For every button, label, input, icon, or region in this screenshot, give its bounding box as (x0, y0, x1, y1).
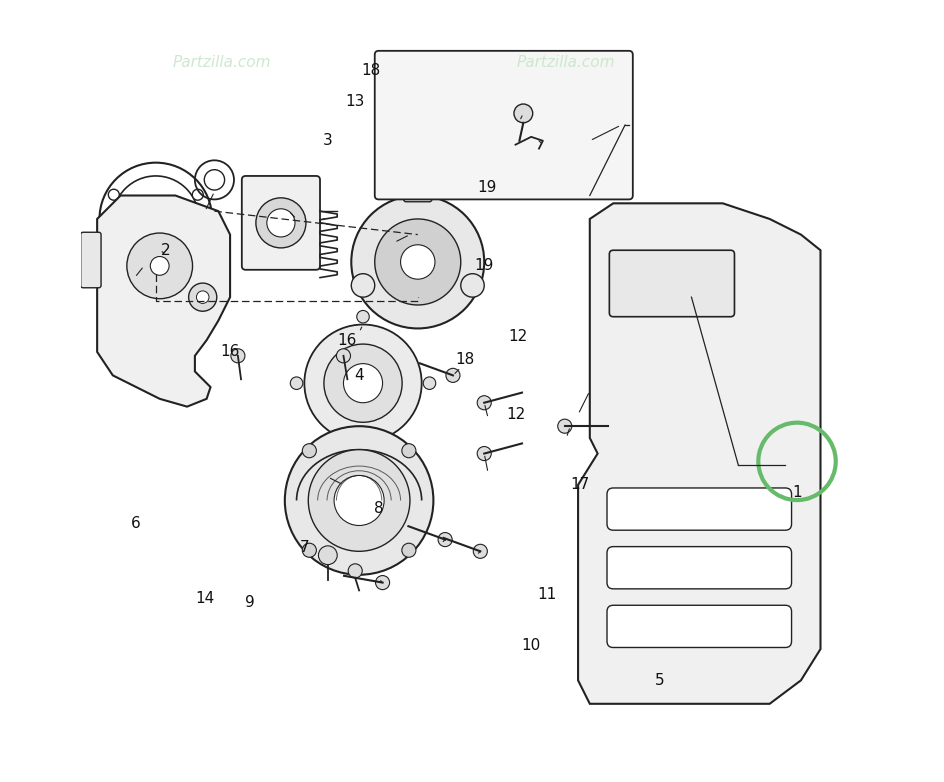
FancyBboxPatch shape (242, 176, 320, 270)
Circle shape (438, 533, 451, 547)
Circle shape (304, 325, 421, 442)
Circle shape (375, 219, 461, 305)
Circle shape (126, 233, 193, 299)
Circle shape (266, 209, 295, 237)
Circle shape (302, 443, 316, 457)
Circle shape (351, 274, 375, 297)
FancyBboxPatch shape (606, 547, 791, 589)
Text: 13: 13 (346, 94, 364, 109)
Circle shape (150, 262, 161, 273)
Circle shape (336, 349, 350, 363)
Text: 17: 17 (570, 477, 589, 493)
Text: 16: 16 (220, 344, 240, 360)
Text: 1: 1 (791, 485, 801, 500)
Circle shape (308, 450, 410, 551)
Circle shape (400, 245, 434, 279)
Circle shape (318, 546, 337, 565)
FancyBboxPatch shape (606, 605, 791, 647)
Text: 11: 11 (536, 586, 556, 602)
Circle shape (347, 564, 362, 578)
Text: 5: 5 (655, 673, 665, 688)
Circle shape (109, 189, 119, 200)
Circle shape (351, 196, 483, 328)
Text: 9: 9 (244, 594, 254, 610)
Circle shape (357, 443, 369, 456)
Text: 19: 19 (477, 180, 496, 196)
Circle shape (423, 377, 435, 389)
Text: 7: 7 (299, 540, 309, 555)
Circle shape (324, 344, 402, 422)
FancyBboxPatch shape (609, 250, 733, 317)
Text: 12: 12 (505, 407, 525, 422)
Circle shape (302, 543, 316, 558)
Text: 4: 4 (354, 368, 363, 383)
Polygon shape (578, 203, 819, 704)
Circle shape (375, 576, 389, 590)
Circle shape (192, 189, 203, 200)
Circle shape (189, 283, 216, 311)
Circle shape (401, 543, 415, 558)
Text: 16: 16 (337, 332, 357, 348)
Text: Partzilla.com: Partzilla.com (516, 55, 615, 70)
Text: 14: 14 (195, 590, 214, 606)
Circle shape (230, 349, 244, 363)
Text: Partzilla.com: Partzilla.com (173, 55, 271, 70)
Circle shape (343, 364, 382, 403)
Text: 2: 2 (161, 242, 171, 258)
FancyBboxPatch shape (403, 166, 431, 202)
Text: 12: 12 (508, 328, 527, 344)
Circle shape (461, 274, 483, 297)
Circle shape (473, 544, 487, 558)
Text: 8: 8 (374, 500, 383, 516)
Text: 18: 18 (361, 63, 380, 78)
Circle shape (284, 426, 433, 575)
Text: 19: 19 (474, 258, 494, 274)
Circle shape (357, 310, 369, 323)
Circle shape (557, 419, 571, 433)
Circle shape (290, 377, 302, 389)
FancyBboxPatch shape (80, 232, 101, 288)
Circle shape (446, 368, 460, 382)
FancyBboxPatch shape (375, 51, 632, 199)
Text: 6: 6 (131, 516, 141, 532)
Circle shape (477, 447, 491, 461)
Circle shape (334, 475, 383, 526)
Text: 10: 10 (521, 637, 540, 653)
Polygon shape (97, 196, 229, 407)
Circle shape (196, 291, 209, 303)
Circle shape (514, 104, 532, 123)
Circle shape (401, 443, 415, 457)
Circle shape (150, 256, 169, 275)
Text: 3: 3 (323, 133, 332, 149)
FancyBboxPatch shape (606, 488, 791, 530)
Circle shape (256, 198, 306, 248)
Text: 18: 18 (455, 352, 474, 368)
Circle shape (477, 396, 491, 410)
